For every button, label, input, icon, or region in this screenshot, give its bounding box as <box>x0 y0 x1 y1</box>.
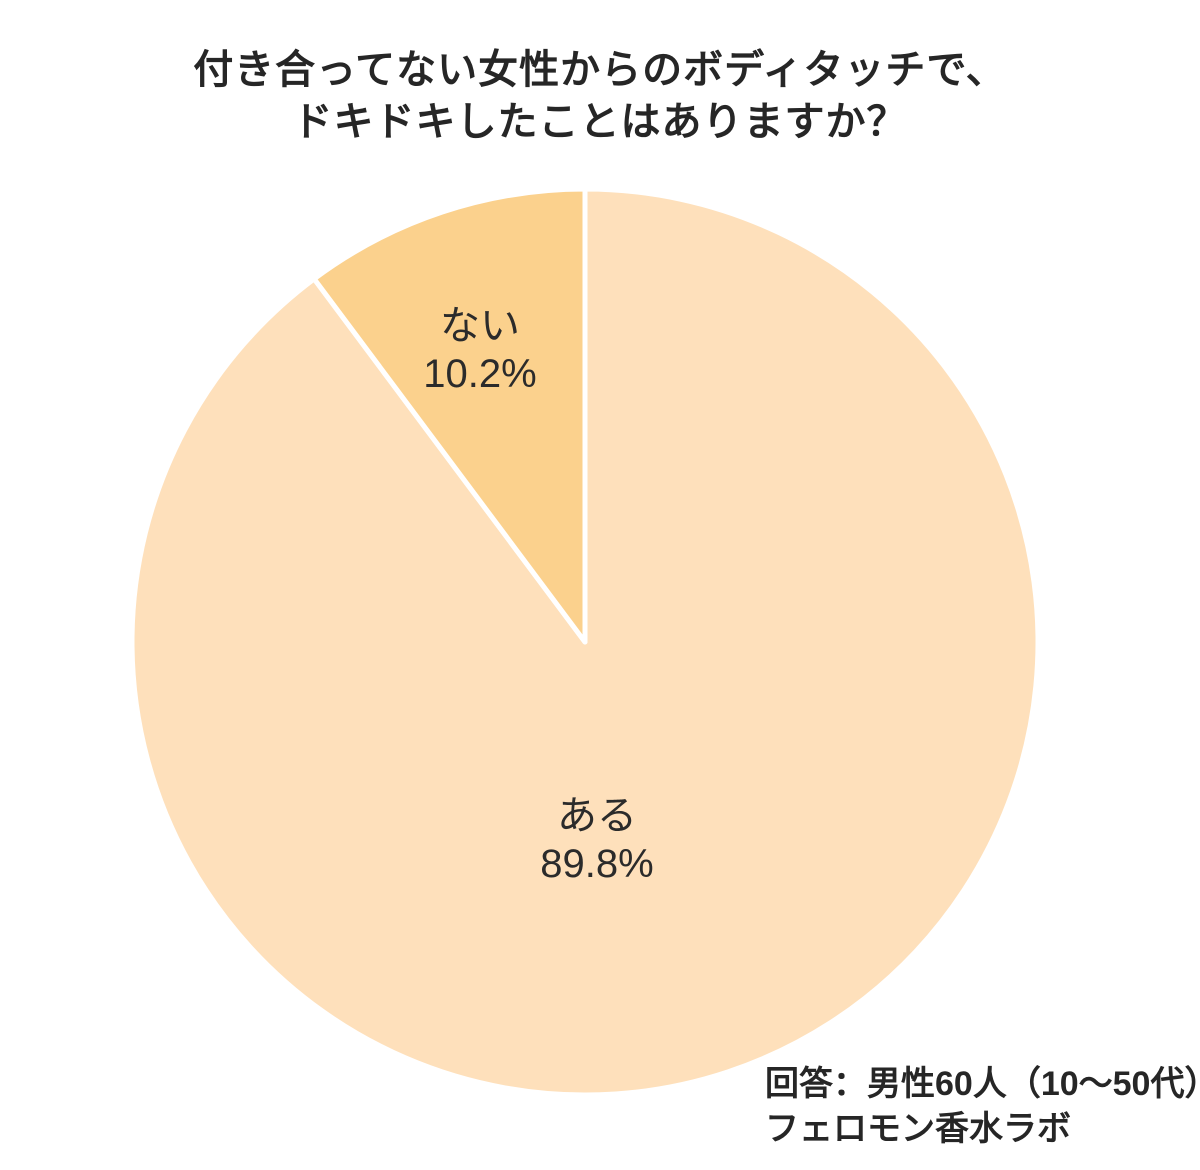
source-note-line2: フェロモン香水ラボ <box>765 1110 1071 1148</box>
chart-title-line2: ドキドキしたことはありますか？ <box>292 100 908 144</box>
chart-title-line1: 付き合ってない女性からのボディタッチで、 <box>193 48 1007 92</box>
slice-label-nai: ない 10.2% <box>423 302 536 398</box>
chart-title: 付き合ってない女性からのボディタッチで、 ドキドキしたことはありますか？ <box>0 44 1200 148</box>
slice-label-nai-text: ない <box>439 304 520 348</box>
slice-label-nai-percent: 10.2% <box>423 352 537 396</box>
slice-label-aru-percent: 89.8% <box>540 842 654 886</box>
slice-label-aru-text: ある <box>556 794 637 838</box>
source-note: 回答：男性60人（10～50代） フェロモン香水ラボ <box>765 1062 1200 1152</box>
slice-label-aru: ある 89.8% <box>540 792 653 888</box>
source-note-line1: 回答：男性60人（10～50代） <box>765 1065 1200 1103</box>
pie-slice-nai <box>311 186 588 645</box>
